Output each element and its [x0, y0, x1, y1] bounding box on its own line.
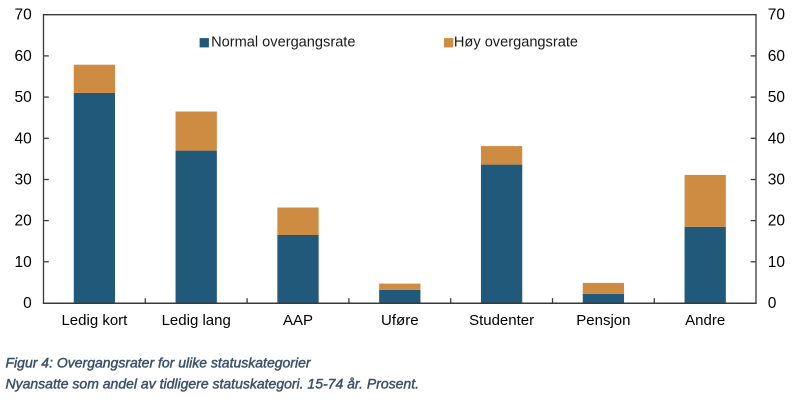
- svg-text:40: 40: [15, 130, 33, 147]
- svg-text:Studenter: Studenter: [469, 312, 534, 329]
- svg-text:30: 30: [768, 172, 786, 189]
- svg-text:Høy overgangsrate: Høy overgangsrate: [454, 34, 578, 50]
- svg-text:Ledig kort: Ledig kort: [61, 312, 128, 329]
- svg-text:Nyansatte som andel av tidlige: Nyansatte som andel av tidligere statusk…: [6, 376, 419, 392]
- svg-text:AAP: AAP: [283, 312, 313, 329]
- svg-text:60: 60: [768, 48, 786, 65]
- svg-text:Pensjon: Pensjon: [576, 312, 630, 329]
- svg-text:10: 10: [768, 254, 786, 271]
- svg-text:70: 70: [15, 7, 33, 24]
- svg-text:70: 70: [768, 7, 786, 24]
- svg-text:30: 30: [15, 172, 33, 189]
- svg-text:0: 0: [768, 295, 777, 312]
- svg-text:60: 60: [15, 48, 33, 65]
- svg-text:50: 50: [15, 89, 33, 106]
- svg-text:10: 10: [15, 254, 33, 271]
- svg-text:20: 20: [768, 213, 786, 230]
- svg-text:Normal overgangsrate: Normal overgangsrate: [211, 34, 355, 50]
- svg-text:Uføre: Uføre: [381, 312, 419, 329]
- svg-text:Ledig lang: Ledig lang: [162, 312, 231, 329]
- svg-text:40: 40: [768, 130, 786, 147]
- svg-text:Figur 4: Overgangsrater for ul: Figur 4: Overgangsrater for ulike status…: [6, 355, 312, 371]
- svg-text:0: 0: [23, 295, 32, 312]
- svg-text:20: 20: [15, 213, 33, 230]
- svg-text:Andre: Andre: [685, 312, 725, 329]
- svg-text:50: 50: [768, 89, 786, 106]
